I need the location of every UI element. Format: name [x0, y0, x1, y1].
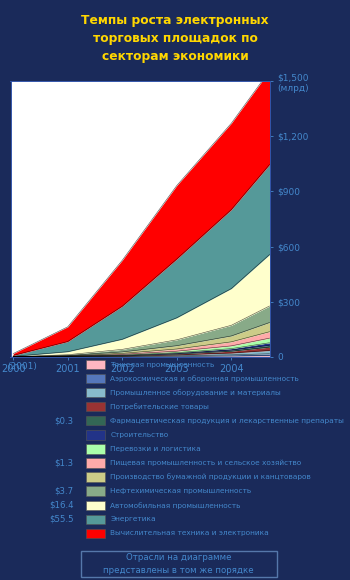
Text: $55.5: $55.5 — [49, 515, 74, 524]
Bar — [86, 528, 105, 538]
Text: Тяжелая промышленность: Тяжелая промышленность — [110, 361, 215, 368]
Text: (2001): (2001) — [7, 362, 37, 371]
Text: Темпы роста электронных
торговых площадок по
секторам экономики: Темпы роста электронных торговых площадо… — [81, 14, 269, 63]
Text: Вычислительная техника и электроника: Вычислительная техника и электроника — [110, 530, 269, 536]
Bar — [86, 487, 105, 496]
Text: Отрасли на диаграмме
представлены в том же порядке: Отрасли на диаграмме представлены в том … — [103, 553, 254, 575]
Text: $3.7: $3.7 — [54, 487, 74, 496]
Bar — [86, 416, 105, 426]
FancyBboxPatch shape — [80, 551, 276, 577]
Text: $16.4: $16.4 — [49, 501, 74, 510]
Bar — [86, 430, 105, 440]
Text: Нефтехимическая промышленность: Нефтехимическая промышленность — [110, 488, 251, 494]
Bar — [86, 514, 105, 524]
Text: Пищевая промышленность и сельское хозяйство: Пищевая промышленность и сельское хозяйс… — [110, 460, 301, 466]
Text: Фармацевтическая продукция и лекарственные препараты: Фармацевтическая продукция и лекарственн… — [110, 418, 344, 424]
Bar — [86, 388, 105, 397]
Text: $0.3: $0.3 — [54, 416, 74, 425]
Bar — [86, 444, 105, 454]
Text: Строительство: Строительство — [110, 432, 168, 438]
Text: Промышленное оборудование и материалы: Промышленное оборудование и материалы — [110, 389, 281, 396]
Bar — [86, 374, 105, 383]
Text: Перевозки и логистика: Перевозки и логистика — [110, 446, 201, 452]
Text: $1.3: $1.3 — [54, 459, 74, 467]
Bar — [86, 402, 105, 411]
Bar — [86, 458, 105, 467]
Text: Потребительские товары: Потребительские товары — [110, 403, 209, 410]
Bar — [86, 360, 105, 369]
Text: Энергетика: Энергетика — [110, 516, 156, 522]
Text: Автомобильная промышленность: Автомобильная промышленность — [110, 502, 241, 509]
Bar — [86, 472, 105, 482]
Bar — [86, 501, 105, 510]
Text: Аэрокосмическая и оборонная промышленность: Аэрокосмическая и оборонная промышленнос… — [110, 375, 299, 382]
Text: Производство бумажной продукции и канцтоваров: Производство бумажной продукции и канцто… — [110, 474, 311, 480]
